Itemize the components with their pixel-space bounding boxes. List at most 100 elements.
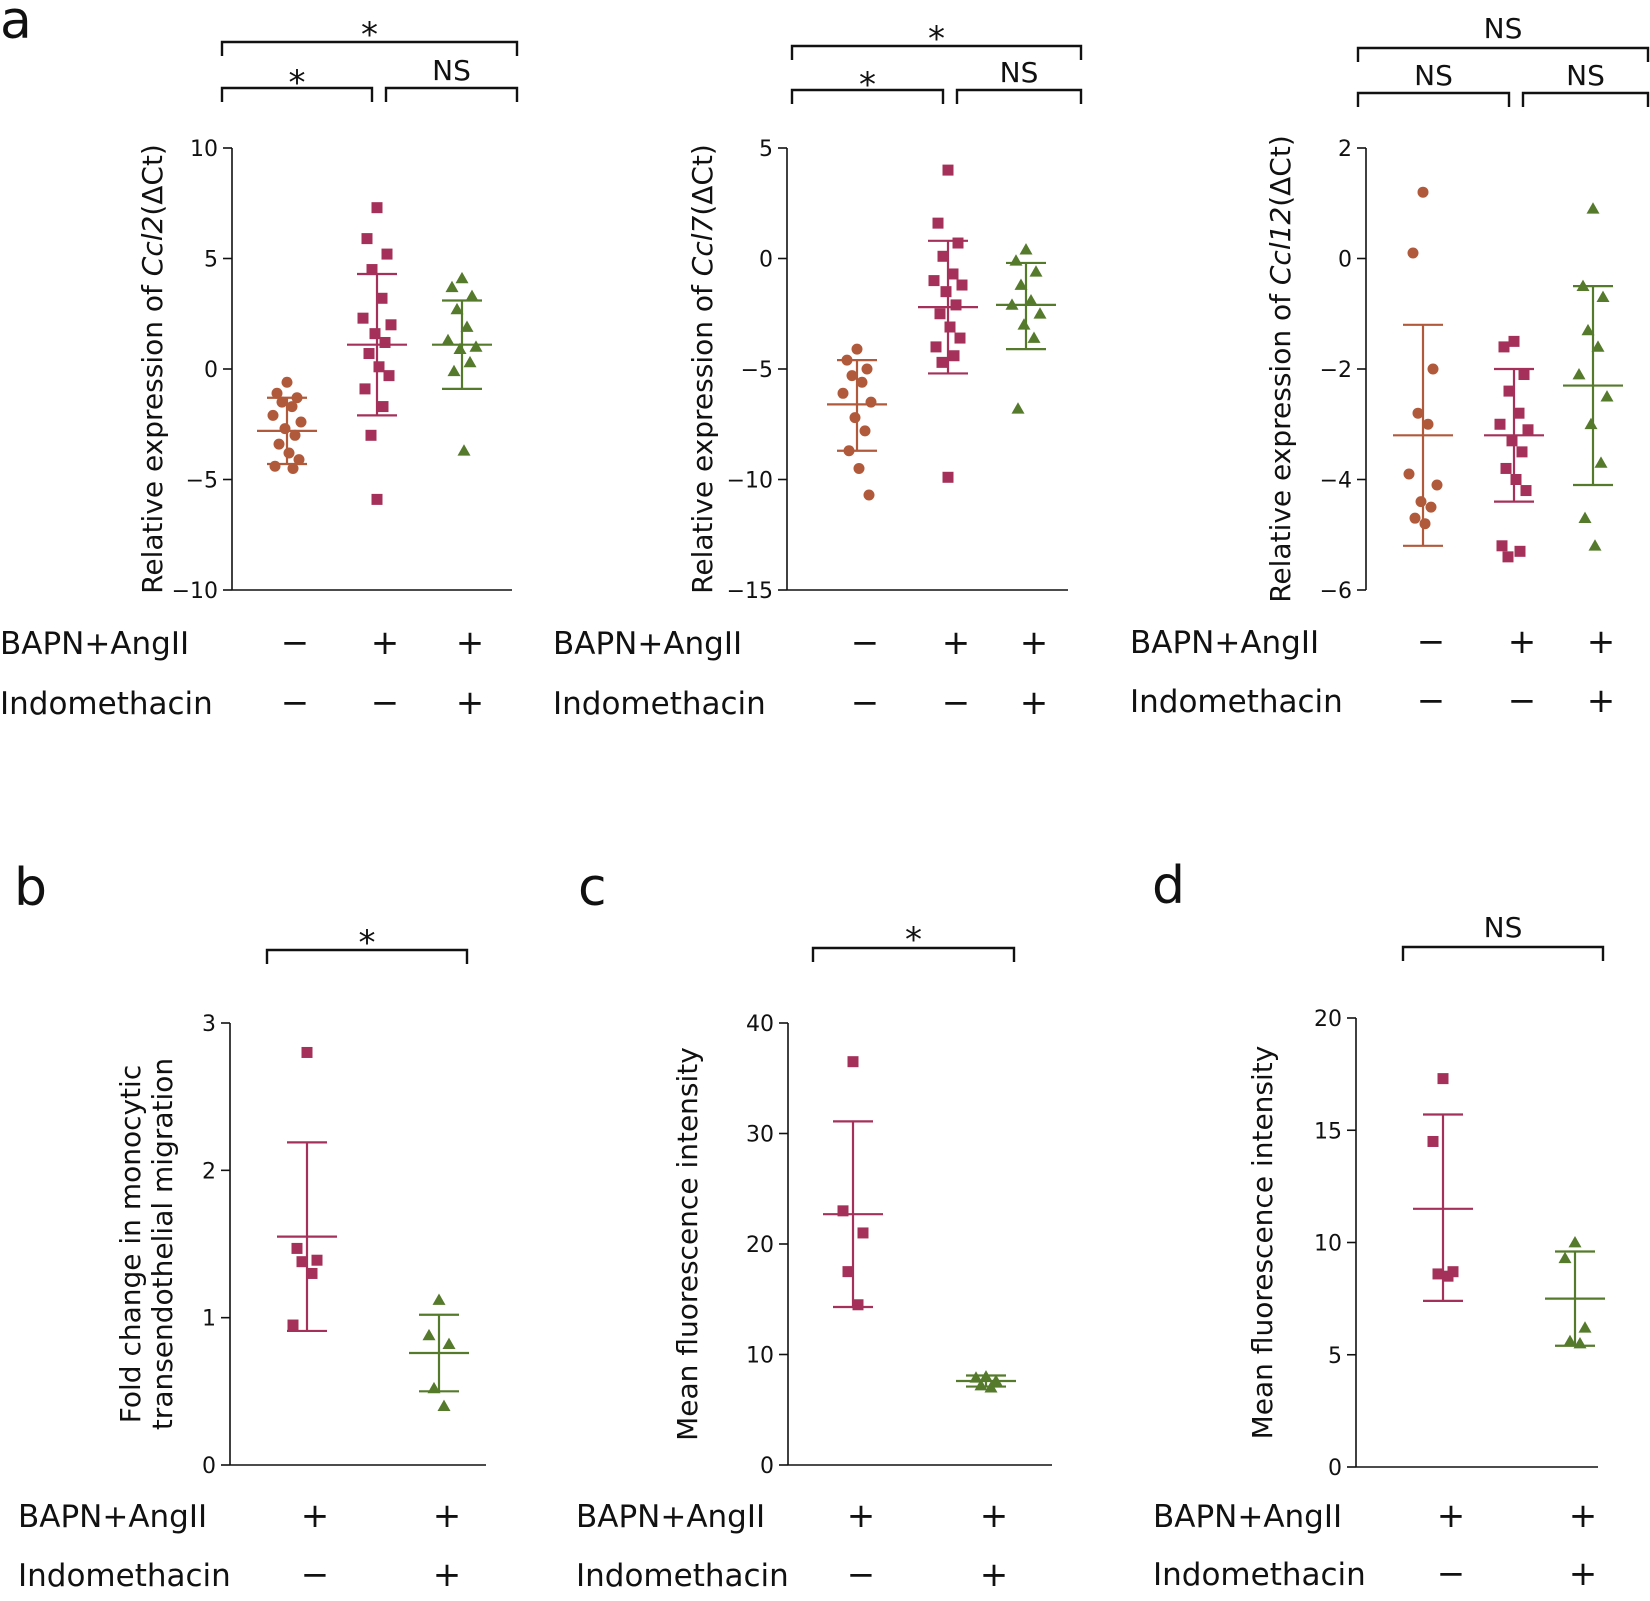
data-point (1596, 290, 1610, 303)
data-point (969, 1371, 983, 1383)
condition-label: BAPN+AngII (0, 626, 189, 662)
y-tick-label: −5 (741, 358, 773, 383)
data-point (1403, 468, 1415, 480)
condition-sign: + (433, 1496, 462, 1536)
data-point (357, 312, 369, 324)
group-1 (956, 1370, 1016, 1393)
group-1 (1484, 335, 1544, 563)
y-tick-label: 20 (1314, 1007, 1342, 1032)
panel-c: c 40 30 20 10 0 Mean fluorescence intensity * BA… (576, 858, 1052, 1595)
significance-bracket (955, 88, 1083, 104)
condition-sign: − (1508, 681, 1537, 721)
significance-label: NS (1566, 59, 1605, 92)
data-point (301, 1046, 313, 1058)
data-point (1503, 385, 1515, 397)
panel-a3: 2 0 −2 −4 −6 Relative expression of Ccl12(ΔCt… (1130, 12, 1650, 721)
data-point (937, 250, 949, 262)
data-point (934, 308, 946, 320)
data-point (1425, 501, 1437, 513)
significance-bracket (220, 86, 374, 102)
group-0 (823, 1056, 883, 1311)
data-point (441, 333, 455, 346)
y-tick-label: 15 (1314, 1119, 1342, 1144)
y-axis-label-suffix: (ΔCt) (1264, 135, 1297, 207)
data-point (1412, 407, 1424, 419)
condition-label: Indomethacin (553, 686, 766, 722)
data-point (377, 401, 389, 413)
y-tick-label: −15 (727, 579, 773, 604)
data-point (295, 416, 307, 428)
data-point (954, 332, 966, 344)
data-point (1409, 512, 1421, 524)
significance-label: NS (1414, 59, 1453, 92)
data-point (1017, 318, 1031, 330)
data-point (371, 493, 383, 505)
data-point (1419, 518, 1431, 530)
condition-sign: + (1508, 622, 1537, 662)
condition-sign: + (1569, 1496, 1598, 1536)
data-point (291, 1242, 303, 1254)
data-point (1500, 462, 1512, 474)
condition-label: BAPN+AngII (1130, 625, 1319, 661)
y-axis-label-gene: Ccl12 (1264, 207, 1297, 285)
data-point (1514, 545, 1526, 557)
data-point (1427, 1135, 1439, 1147)
data-point (371, 202, 383, 214)
data-point (279, 423, 291, 435)
significance-label: NS (1484, 12, 1523, 45)
y-tick-label: 0 (1328, 1456, 1342, 1481)
condition-sign: − (281, 623, 310, 663)
data-point (1437, 1073, 1449, 1085)
data-point (1029, 265, 1043, 277)
data-point (306, 1267, 318, 1279)
condition-sign: + (847, 1496, 876, 1536)
y-axis-label: Relative expression of Ccl12(ΔCt) (1264, 135, 1297, 603)
y-tick-label: 5 (759, 137, 773, 162)
significance-bracket (220, 40, 519, 56)
data-point (1019, 243, 1033, 255)
data-point (1586, 202, 1600, 214)
data-point (956, 279, 968, 291)
significance-bracket (265, 948, 469, 964)
y-tick-label: 0 (1338, 248, 1352, 273)
data-point (381, 248, 393, 260)
data-point (948, 350, 960, 362)
significance-bracket (1356, 91, 1511, 107)
y-axis-label-suffix: (ΔCt) (686, 144, 719, 216)
data-point (936, 356, 948, 368)
data-point (837, 387, 849, 399)
panel-d: d 20 15 10 5 0 Mean fluorescence intensity NS BA… (1152, 856, 1605, 1594)
condition-label: Indomethacin (1130, 684, 1343, 720)
group-0 (1393, 186, 1453, 547)
condition-label: BAPN+AngII (553, 626, 742, 662)
data-point (1600, 390, 1614, 402)
data-point (453, 342, 467, 354)
group-2 (1563, 202, 1623, 551)
data-point (932, 217, 944, 229)
data-point (930, 341, 942, 353)
y-axis-label: Mean fluorescence intensity (1246, 1046, 1279, 1440)
data-point (1508, 335, 1520, 347)
data-point (1431, 479, 1443, 491)
data-point (857, 1227, 869, 1239)
data-point (311, 1254, 323, 1266)
y-axis-label-gene: Ccl2 (136, 216, 169, 277)
condition-label: Indomethacin (0, 686, 213, 722)
data-point (455, 271, 469, 284)
y-axis-label: Fold change in monocytic (114, 1065, 147, 1423)
data-point (849, 412, 861, 424)
data-point (847, 1056, 859, 1068)
condition-sign: − (1417, 622, 1446, 662)
y-axis-label: transendothelial migration (146, 1058, 179, 1430)
y-axis-label-prefix: Relative expression of (686, 276, 719, 594)
condition-sign: − (1437, 1554, 1466, 1594)
significance-label: NS (1000, 56, 1039, 89)
data-point (853, 462, 865, 474)
y-tick-label: 1 (202, 1307, 216, 1332)
data-point (432, 1293, 446, 1305)
data-point (950, 299, 962, 311)
data-point (1427, 363, 1439, 375)
data-point (1584, 417, 1598, 430)
data-point (283, 447, 295, 459)
data-point (1014, 278, 1028, 290)
